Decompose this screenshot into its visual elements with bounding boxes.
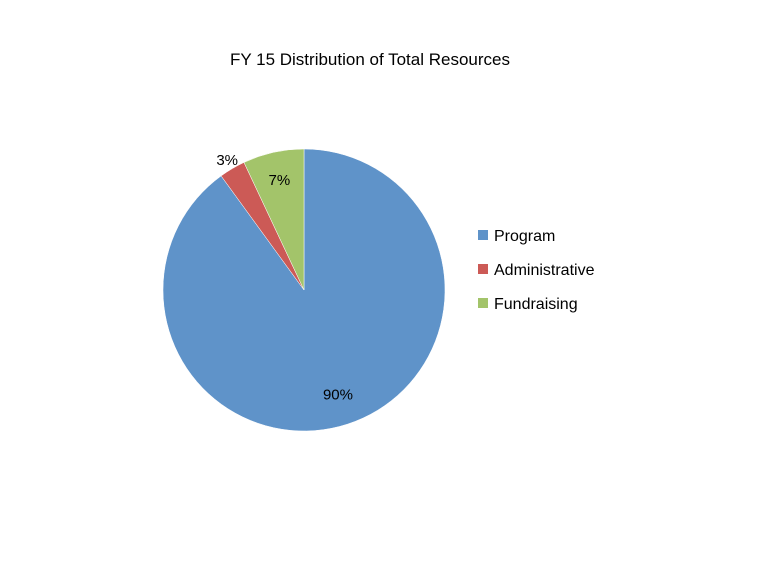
data-label-fundraising: 7% <box>269 172 291 189</box>
legend-label-fundraising: Fundraising <box>494 296 578 313</box>
data-label-administrative: 3% <box>216 152 238 169</box>
pie-slices <box>162 148 446 432</box>
legend-label-program: Program <box>494 228 555 245</box>
legend-swatch-administrative <box>478 264 488 274</box>
legend-swatch-program <box>478 230 488 240</box>
legend-swatch-fundraising <box>478 298 488 308</box>
pie-slice-fundraising <box>243 148 305 291</box>
chart-title: FY 15 Distribution of Total Resources <box>229 50 510 69</box>
data-label-program: 90% <box>323 387 353 404</box>
legend: Program Administrative Fundraising <box>478 228 595 313</box>
pie-data-labels: 90% 3% 7% <box>216 152 353 403</box>
legend-label-administrative: Administrative <box>494 262 595 279</box>
